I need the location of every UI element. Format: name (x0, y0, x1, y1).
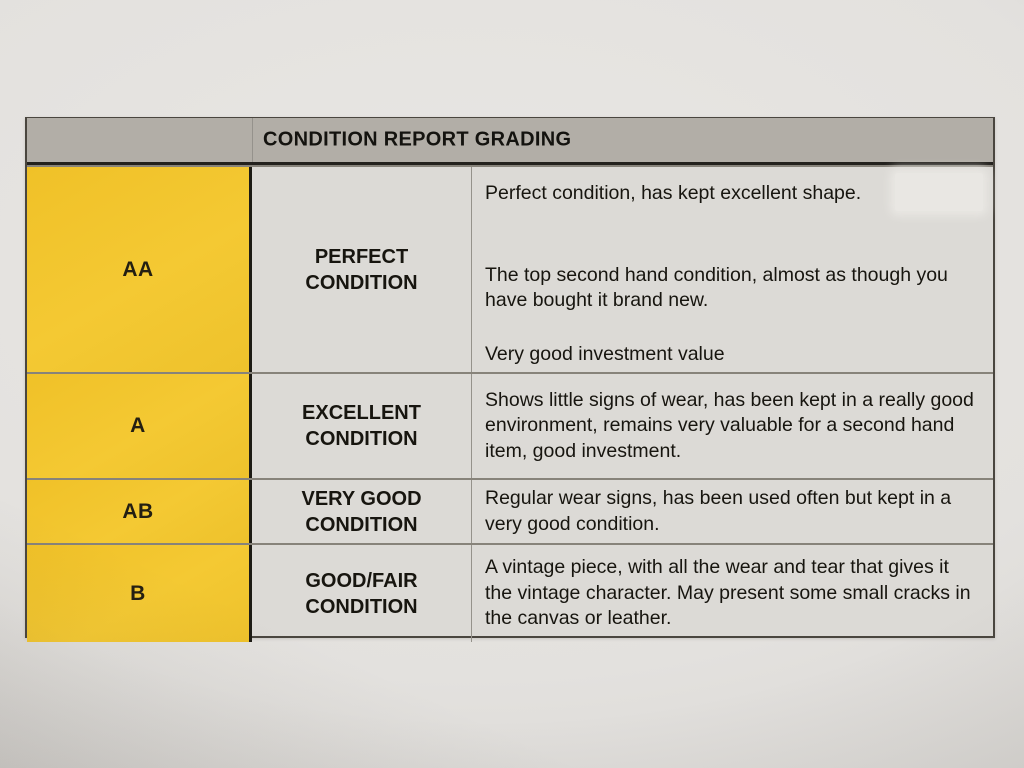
condition-line: VERY GOOD (301, 487, 422, 510)
condition-line: PERFECT (314, 245, 409, 268)
table-row: A EXCELLENT CONDITION Shows little signs… (27, 372, 993, 478)
whiteout-patch (895, 173, 983, 211)
condition-line: EXCELLENT (302, 402, 421, 424)
condition-line: CONDITION (305, 428, 418, 450)
table-row: AA PERFECT CONDITION Perfect condition, … (27, 165, 993, 372)
condition-line: GOOD/FAIR (305, 569, 418, 592)
description-cell: Perfect condition, has kept excellent sh… (472, 167, 993, 372)
table-header-row: CONDITION REPORT GRADING (27, 118, 993, 165)
grade-cell: A (27, 374, 252, 478)
description-paragraph: The top second hand condition, almost as… (485, 263, 948, 312)
grade-cell: AA (27, 167, 252, 372)
description-paragraph: A vintage piece, with all the wear and t… (485, 556, 971, 630)
condition-cell: VERY GOOD CONDITION (252, 480, 472, 543)
condition-line: CONDITION (305, 271, 418, 294)
table-row: B GOOD/FAIR CONDITION A vintage piece, w… (27, 543, 993, 642)
description-paragraph: Shows little signs of wear, has been kep… (485, 388, 974, 462)
condition-cell: EXCELLENT CONDITION (252, 374, 472, 478)
description-cell: A vintage piece, with all the wear and t… (472, 545, 993, 642)
condition-grading-table: CONDITION REPORT GRADING AA PERFECT COND… (25, 117, 995, 642)
grade-cell: B (27, 545, 252, 642)
condition-cell: PERFECT CONDITION (252, 167, 472, 372)
description-cell: Regular wear signs, has been used often … (472, 480, 993, 543)
condition-line: CONDITION (305, 513, 418, 536)
description-paragraph: Perfect condition, has kept excellent sh… (485, 182, 862, 204)
grade-cell: AB (27, 480, 252, 543)
description-cell: Shows little signs of wear, has been kep… (472, 374, 993, 478)
condition-cell: GOOD/FAIR CONDITION (252, 545, 472, 642)
description-paragraph: Very good investment value (485, 342, 725, 365)
table-row: AB VERY GOOD CONDITION Regular wear sign… (27, 478, 993, 543)
description-paragraph: Regular wear signs, has been used often … (485, 487, 952, 535)
table-title: CONDITION REPORT GRADING (263, 128, 572, 151)
condition-line: CONDITION (305, 595, 418, 618)
